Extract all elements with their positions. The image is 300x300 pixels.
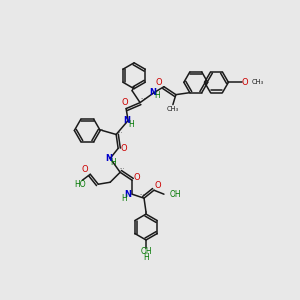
Text: ···: ··· xyxy=(140,96,146,101)
Text: HO: HO xyxy=(74,180,86,189)
Text: O: O xyxy=(156,78,162,87)
Text: CH₃: CH₃ xyxy=(251,79,263,85)
Text: O: O xyxy=(155,181,161,190)
Text: N: N xyxy=(124,190,132,199)
Text: O: O xyxy=(121,144,128,153)
Text: H: H xyxy=(143,254,149,262)
Text: N: N xyxy=(124,116,130,125)
Text: OH: OH xyxy=(140,248,152,256)
Text: OH: OH xyxy=(170,190,182,199)
Text: N: N xyxy=(149,88,157,97)
Text: O: O xyxy=(122,98,128,107)
Text: N: N xyxy=(106,154,113,163)
Text: O: O xyxy=(134,173,140,182)
Text: CH₃: CH₃ xyxy=(167,106,179,112)
Text: ···: ··· xyxy=(119,166,125,171)
Text: O: O xyxy=(241,78,248,87)
Text: ···: ··· xyxy=(118,130,123,135)
Text: H: H xyxy=(121,194,127,203)
Text: O: O xyxy=(82,165,88,174)
Text: H: H xyxy=(110,158,116,167)
Text: H: H xyxy=(128,120,134,129)
Text: ···: ··· xyxy=(140,192,145,197)
Text: H: H xyxy=(154,91,160,100)
